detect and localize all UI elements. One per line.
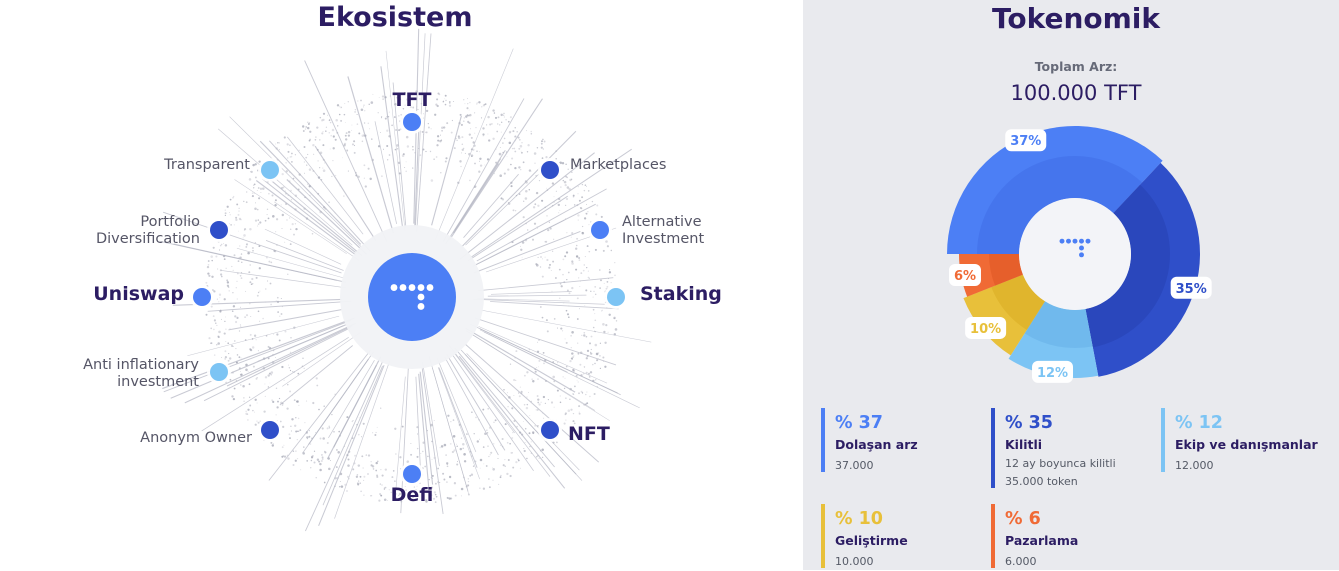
donut-slice xyxy=(963,274,1045,356)
legend-name: Pazarlama xyxy=(1005,533,1079,548)
donut-data-label: 6% xyxy=(948,263,981,286)
legend-percent: % 10 xyxy=(835,509,883,529)
legend-color-bar xyxy=(1161,408,1165,472)
legend-item: % 37 Dolaşan arz 37.000 xyxy=(821,408,981,472)
ecosystem-node-label: Marketplaces xyxy=(570,157,667,173)
ecosystem-node-dot xyxy=(258,418,282,442)
legend-percent: % 12 xyxy=(1175,413,1223,433)
svg-text:6%: 6% xyxy=(954,269,976,284)
legend-description: 6.000 xyxy=(1005,555,1037,568)
donut-data-label: 10% xyxy=(965,316,1007,339)
ecosystem-node-dot xyxy=(538,418,562,442)
legend-color-bar xyxy=(991,408,995,488)
donut-data-label: 37% xyxy=(1005,129,1047,152)
ecosystem-node-dot xyxy=(400,110,424,134)
ecosystem-title: Ekosistem xyxy=(317,2,473,33)
legend-item: % 12 Ekip ve danışmanlar 12.000 xyxy=(1161,408,1321,472)
ecosystem-node-label: Staking xyxy=(640,283,722,305)
legend-item: % 6 Pazarlama 6.000 xyxy=(991,504,1151,568)
ecosystem-node-dot xyxy=(207,360,231,384)
ecosystem-node-label: TFT xyxy=(392,89,432,111)
svg-text:12%: 12% xyxy=(1037,366,1068,381)
total-supply-label: Toplam Arz: xyxy=(1034,59,1118,74)
ecosystem-node-dot xyxy=(588,218,612,242)
donut-center xyxy=(1019,198,1131,310)
ecosystem-node-label: Transparent xyxy=(164,157,250,173)
ecosystem-node-dot xyxy=(538,158,562,182)
ecosystem-node-label: Portfolio Diversification xyxy=(95,214,200,247)
tokenomics-panel: Tokenomik Toplam Arz: 100.000 TFT 37% 35%… xyxy=(803,0,1339,570)
ecosystem-node-dot xyxy=(604,285,628,309)
legend-color-bar xyxy=(991,504,995,568)
legend-item: % 35 Kilitli 12 ay boyunca kilitli 35.000 … xyxy=(991,408,1151,488)
ecosystem-node-label: Alternative Investment xyxy=(622,214,705,247)
legend-color-bar xyxy=(821,504,825,568)
donut-data-label: 12% xyxy=(1032,360,1074,383)
tokenomics-title: Tokenomik xyxy=(991,2,1161,35)
total-supply-value: 100.000 TFT xyxy=(1010,81,1142,105)
tft-logo-icon xyxy=(1059,238,1091,258)
legend-name: Dolaşan arz xyxy=(835,437,918,452)
legend-item: % 10 Geliştirme 10.000 xyxy=(821,504,981,568)
legend-description: 37.000 xyxy=(835,459,874,472)
legend-name: Kilitli xyxy=(1005,437,1043,452)
legend-percent: % 37 xyxy=(835,413,883,433)
donut-data-label: 35% xyxy=(1170,276,1212,299)
tft-logo-icon xyxy=(390,284,434,310)
legend-name: Ekip ve danışmanlar xyxy=(1175,437,1318,452)
ecosystem-node-label: Uniswap xyxy=(93,283,184,305)
legend-percent: % 35 xyxy=(1005,413,1053,433)
legend-percent: % 6 xyxy=(1005,509,1041,529)
ecosystem-panel: Ekosistem TFT Marketplaces Alternative Inv… xyxy=(83,2,722,532)
svg-text:35%: 35% xyxy=(1176,282,1207,297)
svg-text:37%: 37% xyxy=(1010,134,1041,149)
ecosystem-node-dot xyxy=(190,285,214,309)
ecosystem-diagram xyxy=(159,28,652,532)
tokenomics-donut-chart: 37% 35% 12% 10% 6% xyxy=(947,125,1212,383)
ecosystem-node-dot xyxy=(400,462,424,486)
ecosystem-node-dot xyxy=(207,218,231,242)
ecosystem-node-label: Defi xyxy=(390,484,434,506)
donut-slice xyxy=(1008,301,1099,378)
ecosystem-node-label: Anonym Owner xyxy=(140,430,252,446)
center-node xyxy=(368,253,456,341)
donut-slice xyxy=(947,125,1163,254)
ecosystem-node-label: NFT xyxy=(568,423,610,445)
ecosystem-node-dot xyxy=(258,158,282,182)
legend-color-bar xyxy=(821,408,825,472)
legend-description: 10.000 xyxy=(835,555,874,568)
globe-lines xyxy=(159,28,652,532)
legend-description: 12 ay boyunca kilitli 35.000 token xyxy=(1005,457,1116,488)
ecosystem-node-label: Anti inflationary investment xyxy=(83,357,199,390)
svg-text:10%: 10% xyxy=(970,322,1001,337)
legend-description: 12.000 xyxy=(1175,459,1214,472)
legend-name: Geliştirme xyxy=(835,533,908,548)
donut-slice xyxy=(1085,162,1200,377)
